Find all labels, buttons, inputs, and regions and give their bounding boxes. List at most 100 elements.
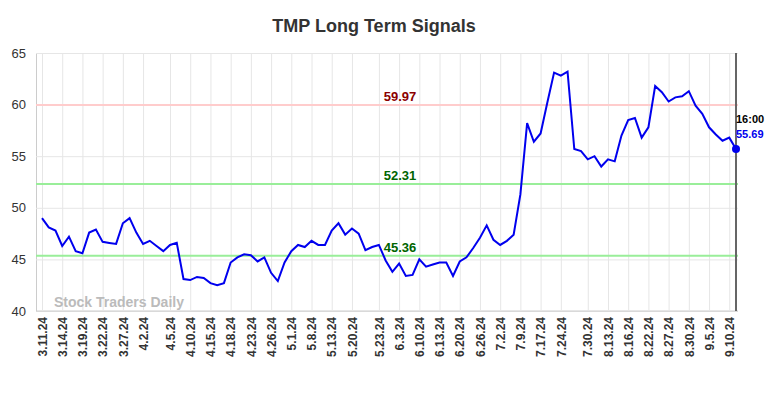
x-tick-label: 6.20.24 (453, 317, 467, 357)
x-tick: 3.14.24 (56, 53, 70, 357)
x-tick-label: 9.5.24 (703, 317, 717, 351)
x-tick-label: 7.2.24 (494, 317, 508, 351)
x-tick-label: 4.23.24 (245, 317, 259, 357)
x-tick-label: 6.3.24 (393, 317, 407, 351)
x-tick: 4.10.24 (184, 53, 198, 357)
x-tick-label: 6.13.24 (433, 317, 447, 357)
x-grid-line (210, 53, 211, 311)
x-axis: 3.11.24 3.14.24 3.19.24 3.22.24 3.27.24 4.2.2… (36, 53, 738, 357)
level-line (36, 183, 738, 185)
x-tick-label: 4.15.24 (204, 317, 218, 357)
title: TMP Long Term Signals (272, 16, 475, 36)
level-label: 59.97 (384, 89, 417, 104)
x-grid-line (332, 53, 333, 311)
x-grid-line (500, 53, 501, 311)
x-tick-label: 3.19.24 (76, 317, 90, 357)
x-grid-line (729, 53, 730, 311)
x-tick: 8.13.24 (602, 53, 616, 357)
x-grid-line (42, 53, 43, 311)
x-tick: 4.26.24 (265, 53, 279, 357)
x-grid-line (352, 53, 353, 311)
y-axis-line (37, 54, 739, 312)
x-tick-label: 5.13.24 (325, 317, 339, 357)
x-tick: 4.23.24 (245, 53, 259, 357)
x-tick-label: 8.30.24 (683, 317, 697, 357)
x-tick-label: 8.27.24 (662, 317, 676, 357)
x-axis-line (36, 311, 738, 312)
x-tick: 7.2.24 (494, 53, 508, 350)
x-tick: 8.30.24 (683, 53, 697, 357)
x-tick: 9.10.24 (723, 53, 737, 357)
x-tick: 7.30.24 (581, 53, 595, 357)
x-tick: 7.24.24 (555, 53, 569, 357)
x-tick-label: 8.16.24 (622, 317, 636, 357)
x-grid-line (379, 53, 380, 311)
x-tick: 3.19.24 (76, 53, 90, 357)
level-line (36, 104, 738, 106)
x-grid-line (588, 53, 589, 311)
last-value-label: 55.69 (736, 128, 764, 140)
current-marker (735, 53, 737, 311)
x-tick-label: 5.8.24 (305, 317, 319, 351)
x-tick: 5.13.24 (325, 53, 339, 357)
x-grid-line (123, 53, 124, 311)
x-tick-label: 4.10.24 (184, 317, 198, 357)
y-tick-label: 65 (12, 46, 26, 61)
x-tick-label: 9.10.24 (723, 317, 737, 357)
x-grid-line (628, 53, 629, 311)
time-label: 16:00 (736, 113, 764, 125)
x-grid-line (669, 53, 670, 311)
x-grid-line (648, 53, 649, 311)
x-grid-line (190, 53, 191, 311)
x-tick-label: 4.2.24 (137, 317, 151, 351)
x-grid-line (561, 53, 562, 311)
y-tick-label: 40 (12, 304, 26, 319)
y-grid-line (36, 208, 738, 209)
y-tick-label: 50 (12, 200, 26, 215)
x-grid-line (291, 53, 292, 311)
last-point (732, 145, 740, 153)
x-tick: 3.11.24 (36, 53, 50, 356)
x-grid-line (480, 53, 481, 311)
x-tick: 4.15.24 (204, 53, 218, 357)
x-tick-label: 4.18.24 (224, 317, 238, 357)
x-grid-line (251, 53, 252, 311)
y-tick-label: 45 (12, 252, 26, 267)
x-tick-label: 6.10.24 (413, 317, 427, 357)
x-tick-label: 3.14.24 (56, 317, 70, 357)
x-tick-label: 3.27.24 (117, 317, 131, 357)
x-grid-line (312, 53, 313, 311)
level-label: 45.36 (384, 240, 417, 255)
x-tick: 3.22.24 (96, 53, 110, 357)
x-grid-line (103, 53, 104, 311)
x-tick: 7.9.24 (514, 53, 528, 350)
y-tick-label: 55 (12, 149, 26, 164)
x-tick-label: 7.24.24 (555, 317, 569, 357)
x-tick-label: 3.22.24 (96, 317, 110, 357)
x-tick-label: 4.26.24 (265, 317, 279, 357)
x-tick-label: 5.20.24 (346, 317, 360, 357)
x-tick-label: 5.23.24 (373, 317, 387, 357)
plot (42, 72, 740, 286)
watermark: Stock Traders Daily (54, 294, 184, 310)
x-grid-line (170, 53, 171, 311)
x-grid-line (62, 53, 63, 311)
x-tick: 6.26.24 (474, 53, 488, 357)
y-grid-line (36, 311, 738, 312)
x-tick: 3.27.24 (117, 53, 131, 357)
x-tick: 8.16.24 (622, 53, 636, 357)
x-tick: 9.5.24 (703, 53, 717, 350)
y-grid-line (36, 156, 738, 157)
x-tick: 6.20.24 (453, 53, 467, 357)
x-tick-label: 6.26.24 (474, 317, 488, 357)
y-grid-line (36, 105, 738, 106)
x-tick-label: 7.9.24 (514, 317, 528, 351)
y-grid-line (36, 53, 738, 54)
x-tick-label: 3.11.24 (36, 317, 50, 357)
x-tick: 5.20.24 (346, 53, 360, 357)
x-grid-line (143, 53, 144, 311)
price-line (42, 72, 736, 286)
x-grid-line (608, 53, 609, 311)
x-grid-line (541, 53, 542, 311)
x-tick: 6.13.24 (433, 53, 447, 357)
